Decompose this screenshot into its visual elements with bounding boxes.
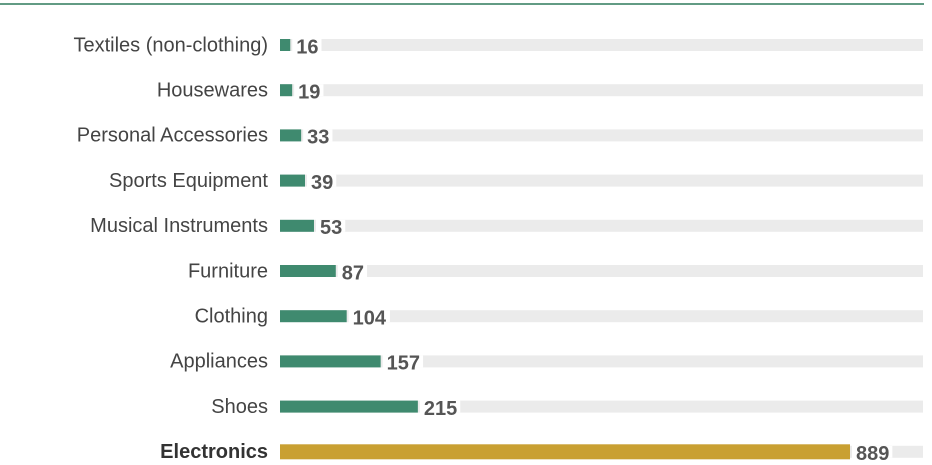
value-label: 16	[296, 36, 318, 58]
value-label: 39	[311, 172, 333, 194]
value-label-bg	[293, 39, 322, 51]
value-label: 19	[298, 81, 320, 103]
value-label-bg	[308, 174, 337, 187]
value-label: 104	[353, 307, 387, 329]
bar-track	[280, 84, 923, 97]
bar	[280, 310, 347, 323]
bar	[280, 219, 314, 232]
bar	[280, 84, 293, 97]
category-label: Electronics	[160, 441, 268, 463]
category-label: Textiles (non-clothing)	[73, 34, 268, 56]
bar-track	[280, 174, 923, 187]
bar-track	[280, 129, 923, 142]
value-label: 215	[424, 398, 457, 420]
bar-track	[280, 265, 923, 277]
category-label: Clothing	[195, 305, 268, 327]
bar	[280, 129, 302, 142]
bar-track	[280, 355, 923, 368]
value-label-bg	[304, 129, 333, 142]
value-label-bg	[295, 84, 324, 97]
bar-track	[280, 219, 923, 232]
value-label: 87	[342, 262, 364, 284]
value-label: 53	[320, 217, 342, 239]
value-label-bg	[420, 400, 461, 413]
category-label: Sports Equipment	[109, 170, 268, 192]
bar	[280, 400, 418, 413]
bar	[280, 444, 850, 460]
category-label: Shoes	[211, 396, 268, 418]
bar-track	[280, 310, 923, 323]
value-label-bg	[316, 219, 346, 232]
value-label-bg	[383, 355, 424, 368]
bar	[280, 39, 291, 51]
category-label: Furniture	[188, 260, 268, 282]
category-label: Personal Accessories	[77, 125, 268, 147]
value-label-bg	[349, 310, 390, 323]
category-label: Musical Instruments	[90, 215, 268, 237]
bar-track	[280, 39, 923, 51]
value-label-bg	[338, 265, 368, 277]
bar	[280, 174, 306, 187]
value-label: 157	[387, 353, 420, 375]
bar	[280, 265, 336, 277]
value-label-bg	[853, 445, 893, 458]
category-label: Appliances	[170, 351, 268, 373]
bar	[280, 355, 381, 368]
value-label: 889	[856, 443, 889, 465]
category-label: Housewares	[157, 79, 268, 101]
value-label: 33	[307, 127, 329, 149]
